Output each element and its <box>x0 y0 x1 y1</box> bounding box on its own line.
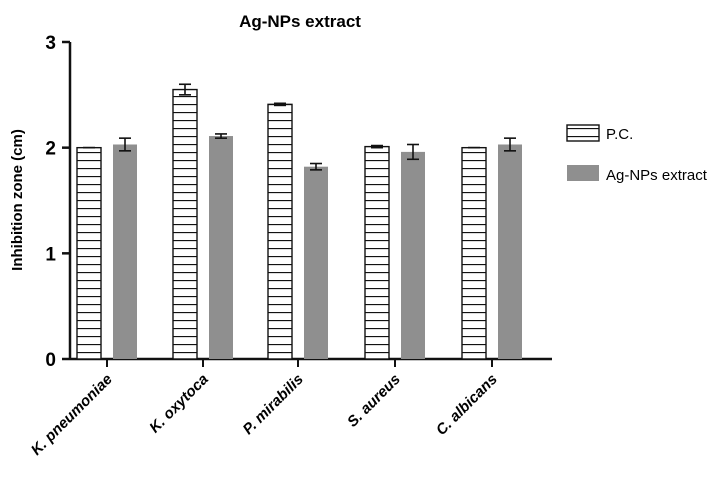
plot-area: 0 1 2 3 K. pneumoniae K. oxytoca P. mirabilis… <box>28 33 552 459</box>
error-bar <box>407 143 419 161</box>
legend-swatch-pc <box>566 124 600 142</box>
y-axis-ticks: 0 1 2 3 <box>45 33 70 371</box>
chart-title: Ag-NPs extract <box>239 12 361 31</box>
bar-agnps <box>401 151 425 359</box>
error-bar <box>371 144 383 149</box>
error-bar <box>310 162 322 171</box>
x-tick-label: K. oxytoca <box>146 371 212 437</box>
x-tick-label: P. mirabilis <box>240 371 307 438</box>
legend: P.C. Ag-NPs extract <box>566 124 708 184</box>
error-bar <box>179 83 191 96</box>
error-bar <box>119 137 131 152</box>
bar-agnps <box>498 144 522 359</box>
error-bar <box>215 133 227 139</box>
bar-pc <box>364 145 390 360</box>
legend-label-agnps: Ag-NPs extract <box>606 167 708 184</box>
bar-pc <box>461 146 487 360</box>
bar-pc <box>267 103 293 360</box>
legend-label-pc: P.C. <box>606 126 633 143</box>
bar-pc <box>76 146 102 360</box>
y-tick-label: 2 <box>45 139 56 160</box>
bar-agnps <box>209 136 233 359</box>
bar-agnps <box>113 144 137 359</box>
x-axis-ticks: K. pneumoniae K. oxytoca P. mirabilis S. au… <box>28 359 501 459</box>
y-tick-label: 1 <box>45 244 56 265</box>
bar-agnps <box>304 166 328 359</box>
bar-pc <box>172 88 198 360</box>
y-axis-label: Inhibition zone (cm) <box>9 129 26 271</box>
bars <box>76 83 522 360</box>
x-tick-label: C. albicans <box>433 371 501 439</box>
y-tick-label: 3 <box>45 33 56 54</box>
x-tick-label: S. aureus <box>344 371 404 431</box>
x-tick-label: K. pneumoniae <box>28 371 116 459</box>
legend-swatch-agnps <box>567 165 599 181</box>
error-bar <box>504 137 516 152</box>
error-bar <box>274 102 286 107</box>
y-tick-label: 0 <box>45 350 56 371</box>
